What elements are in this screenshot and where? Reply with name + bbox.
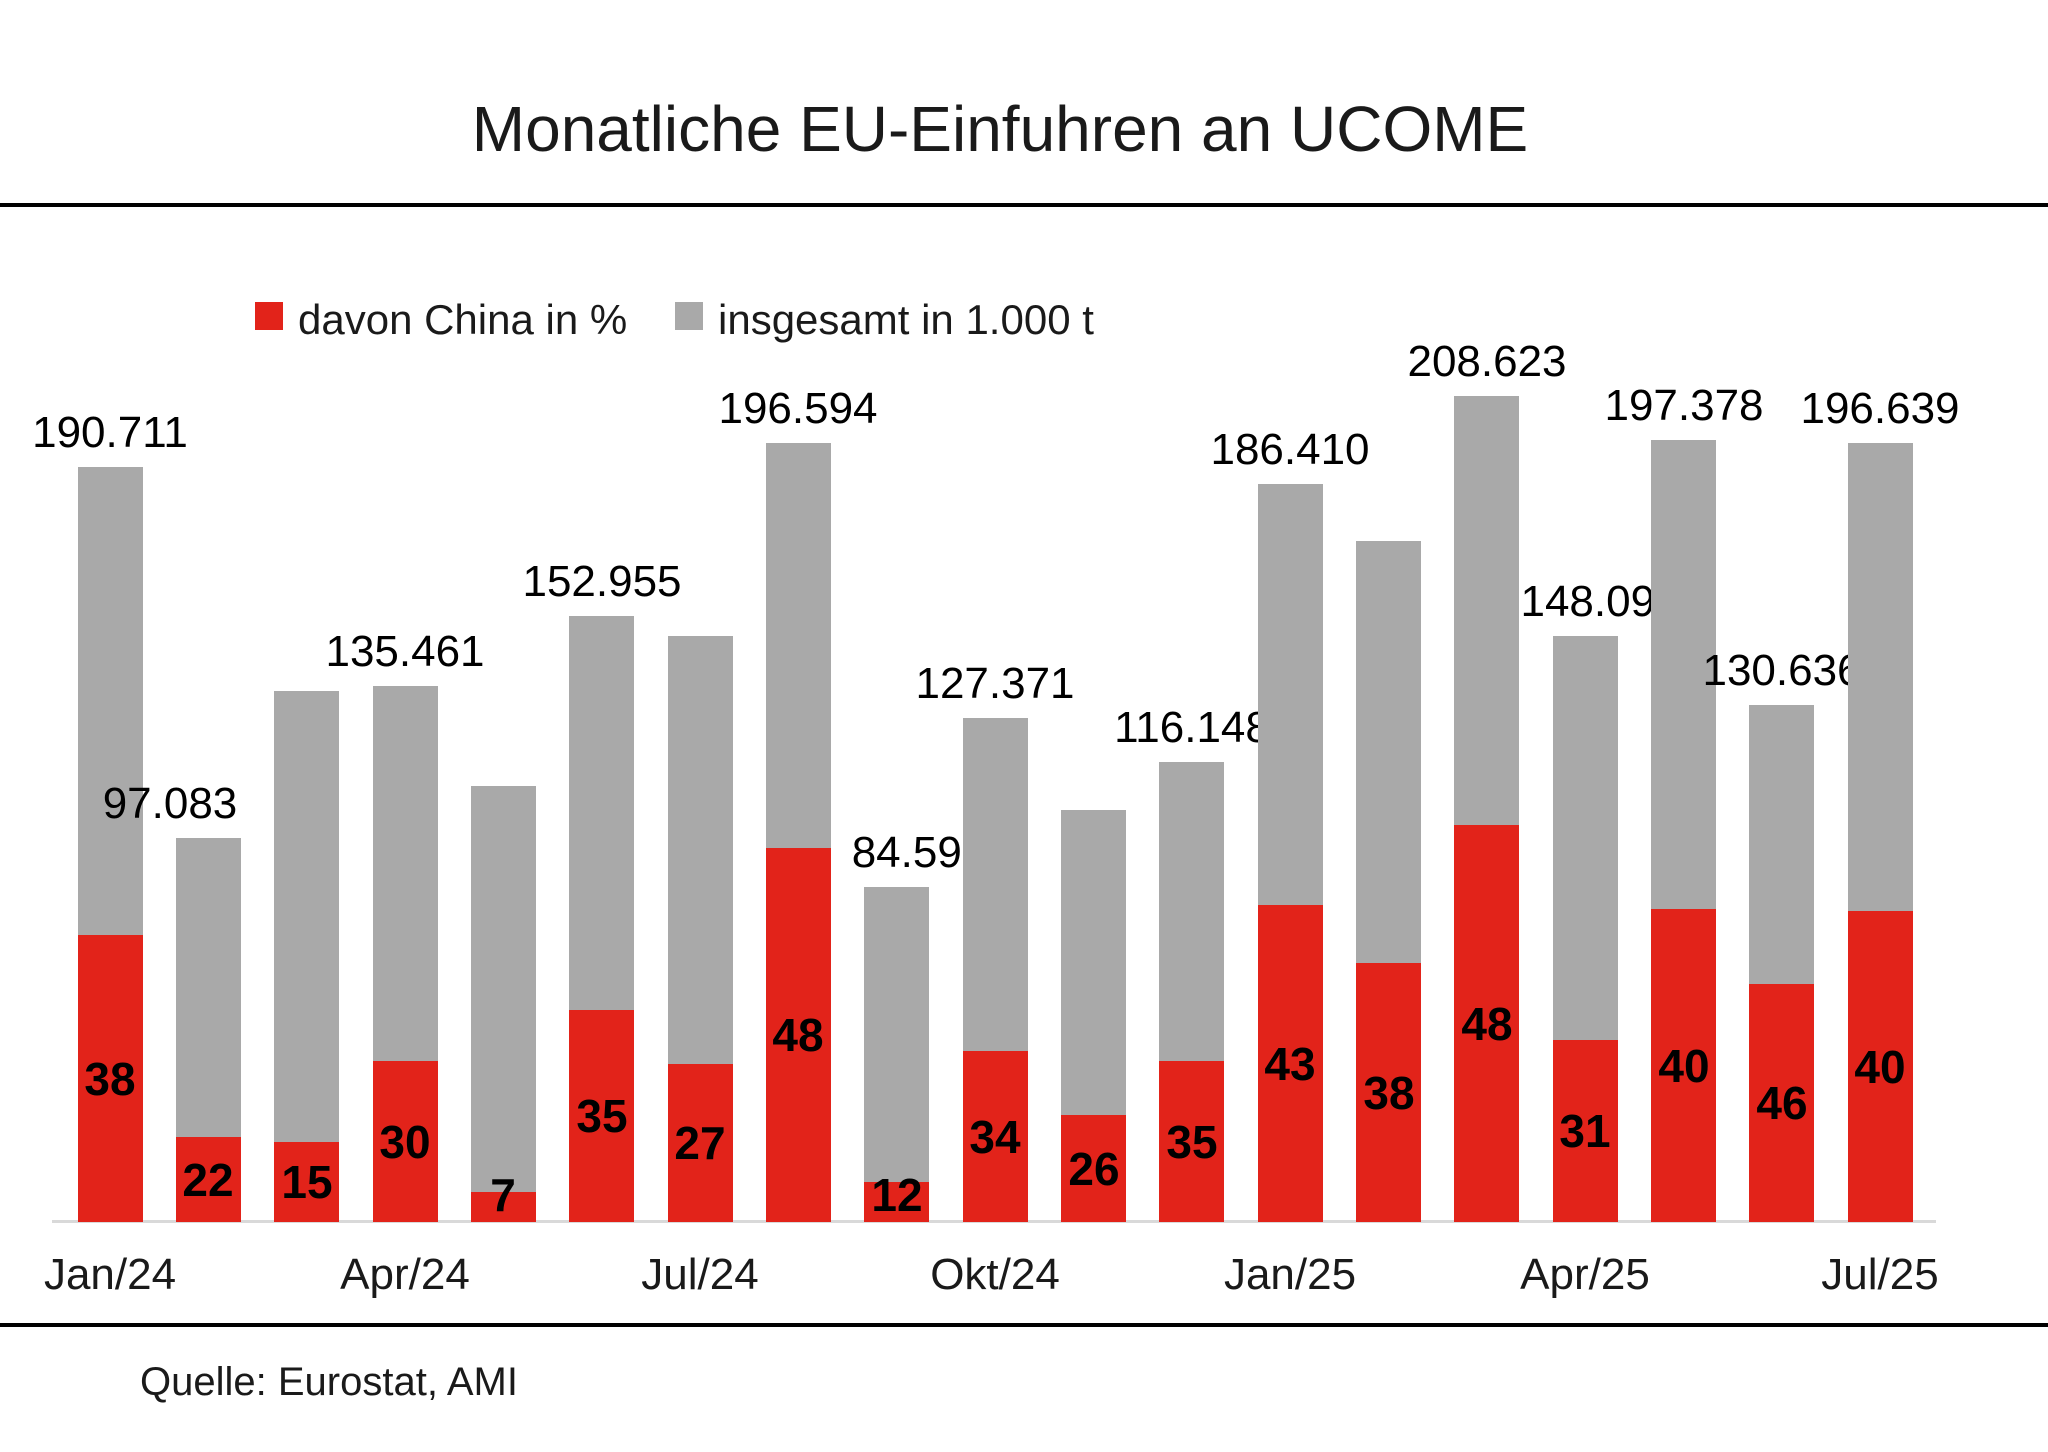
bar-china-Mai/25 — [1651, 909, 1716, 1222]
bar-china-Jul/24 — [668, 1064, 733, 1222]
bar-total-Mär/24 — [274, 691, 339, 1222]
legend-label-total: insgesamt in 1.000 t — [718, 296, 1094, 343]
china-pct-label-Mai/25: 40 — [1658, 1040, 1710, 1092]
total-legend-swatch-icon — [675, 302, 703, 330]
total-value-label-Jan/24: 190.711 — [32, 408, 188, 457]
title-divider-rule — [0, 203, 2048, 207]
legend-label-china: davon China in % — [298, 296, 628, 343]
x-axis-label-Jul/25: Jul/25 — [1821, 1250, 1939, 1299]
total-value-label-Feb/24: 97.083 — [102, 779, 238, 828]
x-axis-label-Jan/24: Jan/24 — [43, 1250, 177, 1299]
china-pct-label-Apr/24: 30 — [379, 1116, 431, 1168]
bar-china-Feb/24 — [176, 1137, 241, 1222]
bar-china-Jan/24 — [78, 935, 143, 1222]
bar-china-Apr/25 — [1553, 1040, 1618, 1222]
bar-china-Nov/24 — [1061, 1115, 1126, 1222]
total-value-label-Jan/25: 186.410 — [1210, 425, 1370, 474]
china-legend-swatch-icon — [255, 302, 283, 330]
bar-china-Mai/24 — [471, 1192, 536, 1222]
total-value-label-Jun/25: 130.636 — [1702, 646, 1862, 695]
china-pct-label-Feb/24: 22 — [182, 1154, 234, 1206]
bar-china-Dez/24 — [1159, 1061, 1224, 1222]
x-axis-label-Apr/25: Apr/25 — [1520, 1250, 1650, 1299]
total-value-label-Jul/25: 196.639 — [1800, 384, 1960, 433]
x-axis-label-Apr/24: Apr/24 — [340, 1250, 470, 1299]
china-pct-label-Jan/25: 43 — [1264, 1038, 1316, 1090]
china-pct-label-Jan/24: 38 — [84, 1053, 136, 1105]
china-pct-label-Jun/24: 35 — [576, 1090, 628, 1142]
china-pct-label-Feb/25: 38 — [1363, 1067, 1415, 1119]
china-pct-label-Apr/25: 31 — [1559, 1105, 1611, 1157]
total-value-label-Apr/24: 135.461 — [325, 627, 485, 676]
x-axis-label-Okt/24: Okt/24 — [930, 1250, 1060, 1299]
bar-china-Jul/25 — [1848, 911, 1913, 1222]
x-axis-label-Jan/25: Jan/25 — [1223, 1250, 1357, 1299]
bar-china-Sep/24 — [864, 1182, 929, 1222]
bar-china-Okt/24 — [963, 1051, 1028, 1222]
x-axis-label-Jul/24: Jul/24 — [641, 1250, 759, 1299]
source-note: Quelle: Eurostat, AMI — [140, 1360, 518, 1404]
bar-china-Apr/24 — [373, 1061, 438, 1222]
bar-total-Sep/24 — [864, 887, 929, 1222]
bar-china-Mär/24 — [274, 1142, 339, 1222]
bar-china-Jun/25 — [1749, 984, 1814, 1222]
china-pct-label-Jun/25: 46 — [1756, 1077, 1808, 1129]
bar-china-Aug/24 — [766, 848, 831, 1222]
bar-china-Jun/24 — [569, 1010, 634, 1222]
footer-divider-rule — [0, 1323, 2048, 1327]
china-pct-label-Jul/24: 27 — [674, 1117, 726, 1169]
bar-total-Mai/24 — [471, 786, 536, 1222]
bar-china-Mär/25 — [1454, 825, 1519, 1222]
bar-china-Feb/25 — [1356, 963, 1421, 1222]
china-pct-label-Dez/24: 35 — [1166, 1116, 1218, 1168]
page-title: Monatliche EU-Einfuhren an UCOME — [471, 93, 1529, 165]
china-pct-label-Mär/24: 15 — [281, 1156, 333, 1208]
total-value-label-Jun/24: 152.955 — [522, 557, 682, 606]
china-pct-label-Mär/25: 48 — [1461, 998, 1513, 1050]
total-value-label-Aug/24: 196.594 — [718, 384, 878, 433]
china-pct-label-Aug/24: 48 — [772, 1009, 824, 1061]
china-pct-label-Nov/24: 26 — [1068, 1143, 1120, 1195]
china-pct-label-Okt/24: 34 — [969, 1111, 1021, 1163]
total-value-label-Mai/25: 197.378 — [1604, 381, 1764, 430]
china-pct-label-Jul/25: 40 — [1854, 1041, 1906, 1093]
bar-china-Jan/25 — [1258, 905, 1323, 1222]
china-pct-label-Sep/24: 12 — [871, 1169, 923, 1221]
total-value-label-Okt/24: 127.371 — [915, 659, 1075, 708]
total-value-label-Dez/24: 116.148 — [1114, 703, 1270, 752]
total-value-label-Mär/25: 208.623 — [1407, 337, 1567, 386]
china-pct-label-Mai/24: 7 — [490, 1169, 516, 1221]
